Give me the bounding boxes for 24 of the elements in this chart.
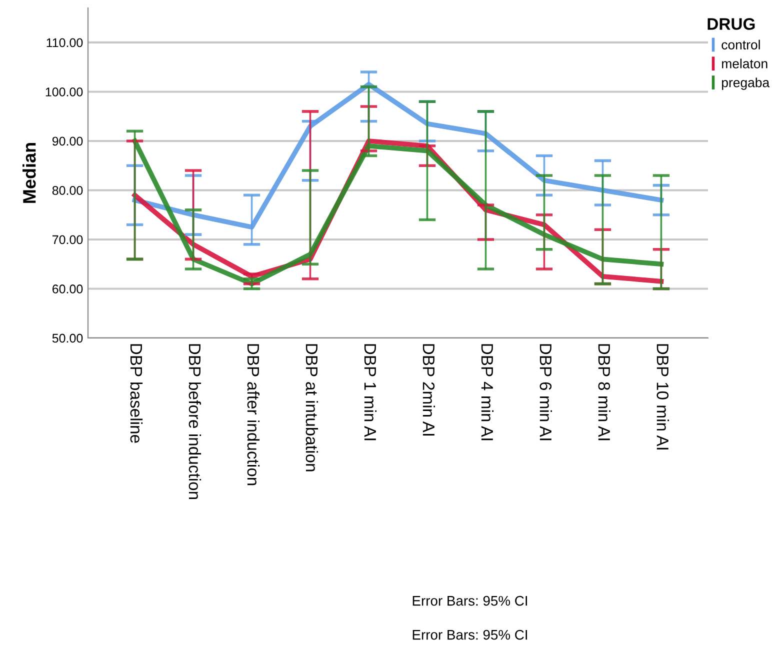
y-tick-label: 80.00 xyxy=(52,186,83,195)
x-tick-label: DBP after induction xyxy=(247,344,260,486)
x-tick-label: DBP 10 min AI xyxy=(656,344,669,450)
legend-title: DRUG xyxy=(708,18,755,30)
text: Error Bars: 95% CI xyxy=(412,630,527,640)
legend-label: pregaba xyxy=(722,78,770,90)
text: Error Bars: 95% CI xyxy=(412,596,527,606)
y-axis-title: Median xyxy=(22,143,36,203)
legend-label: control xyxy=(722,40,760,50)
y-tick-label: 50.00 xyxy=(52,334,83,343)
x-tick-label: DBP before induction xyxy=(188,344,202,499)
x-tick-label: DBP 2min AI xyxy=(422,344,436,436)
x-tick-label: DBP 4 min AI xyxy=(481,344,494,440)
x-tick-label: DBP 8 min AI xyxy=(598,344,610,440)
y-tick-label: 70.00 xyxy=(52,235,83,244)
x-tick-label: DBP baseline xyxy=(130,344,143,443)
y-tick-label: 90.00 xyxy=(52,136,83,146)
y-tick-label: 60.00 xyxy=(52,284,83,294)
legend-label: melaton xyxy=(722,58,768,68)
x-tick-label: DBP 6 min AI xyxy=(540,344,552,440)
y-tick-label: 110.00 xyxy=(46,38,83,48)
x-tick-label: DBP at intubation xyxy=(306,344,318,472)
x-tick-label: DBP 1 min AI xyxy=(364,344,377,440)
y-tick-label: 100.00 xyxy=(46,88,83,96)
